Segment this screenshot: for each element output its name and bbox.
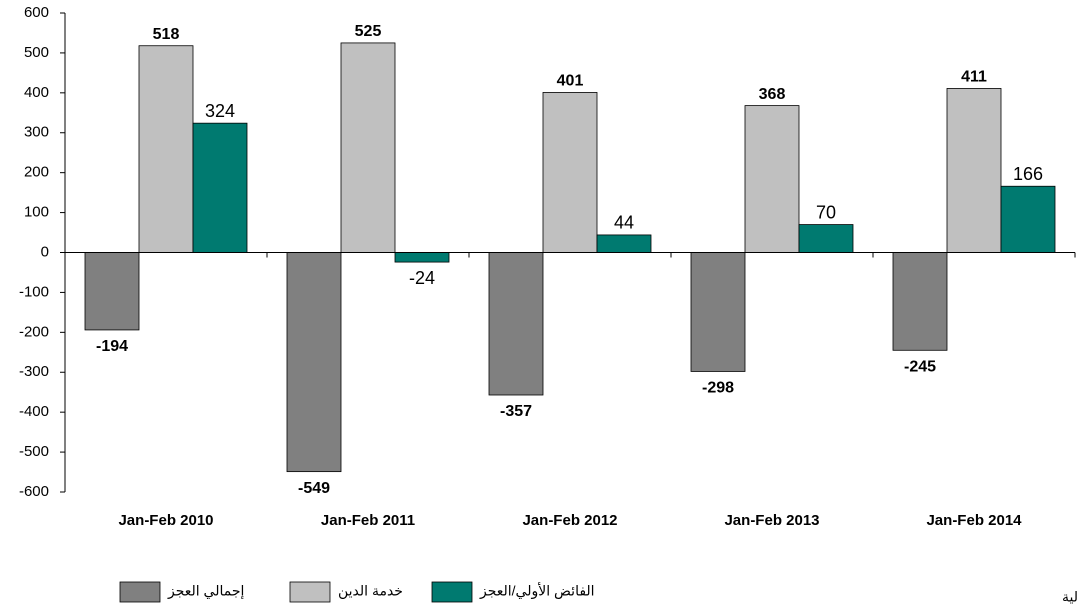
bar [138, 45, 194, 253]
data-label: 166 [1013, 164, 1043, 184]
x-tick-label: Jan-Feb 2012 [522, 512, 617, 529]
bar [744, 105, 800, 253]
y-tick-label: 100 [24, 204, 49, 221]
data-label: 401 [557, 73, 584, 90]
data-label: 525 [355, 23, 382, 40]
y-tick-label: 400 [24, 84, 49, 101]
bar [488, 252, 544, 396]
bar [946, 88, 1002, 253]
legend-swatch [431, 581, 473, 603]
y-tick-label: -300 [19, 363, 49, 380]
data-label: -24 [409, 268, 435, 288]
data-label: -357 [500, 403, 532, 420]
legend-label: إجمالي العجز [167, 583, 245, 600]
x-tick-label: Jan-Feb 2010 [118, 512, 213, 529]
data-label: -298 [702, 380, 734, 397]
legend-swatch [289, 581, 331, 603]
y-tick-label: 300 [24, 124, 49, 141]
bar [340, 42, 396, 253]
x-tick-label: Jan-Feb 2014 [926, 512, 1022, 529]
bar [1000, 185, 1056, 253]
x-tick-label: Jan-Feb 2011 [321, 512, 415, 529]
x-tick-label: Jan-Feb 2013 [724, 512, 819, 529]
legend-label: خدمة الدين [338, 583, 403, 600]
y-tick-label: -500 [19, 443, 49, 460]
legend-label: الفائض الأولي/العجز [479, 582, 595, 600]
bar [542, 92, 598, 253]
data-label: 411 [961, 69, 987, 86]
bar [596, 234, 652, 253]
data-label: 368 [759, 86, 786, 103]
y-tick-label: 0 [41, 243, 49, 260]
bar [394, 252, 450, 263]
data-label: 324 [205, 101, 235, 121]
source-note: المصدر: وزارة المالية [1062, 589, 1079, 606]
data-label: -245 [904, 359, 936, 376]
bar [84, 252, 140, 331]
data-label: 70 [816, 202, 836, 222]
data-label: -549 [298, 480, 330, 497]
y-tick-label: -400 [19, 403, 49, 420]
y-tick-label: -200 [19, 323, 49, 340]
bar [690, 252, 746, 372]
bar [286, 252, 342, 473]
bar [892, 252, 948, 351]
legend-swatch [119, 581, 161, 603]
y-tick-label: 600 [24, 4, 49, 21]
y-tick-label: -100 [19, 283, 49, 300]
bar [798, 224, 854, 253]
y-tick-label: 500 [24, 44, 49, 61]
bar [192, 122, 248, 253]
y-tick-label: -600 [19, 483, 49, 500]
data-label: -194 [96, 338, 128, 355]
y-tick-label: 200 [24, 164, 49, 181]
data-label: 518 [153, 26, 180, 43]
data-label: 44 [614, 213, 634, 233]
